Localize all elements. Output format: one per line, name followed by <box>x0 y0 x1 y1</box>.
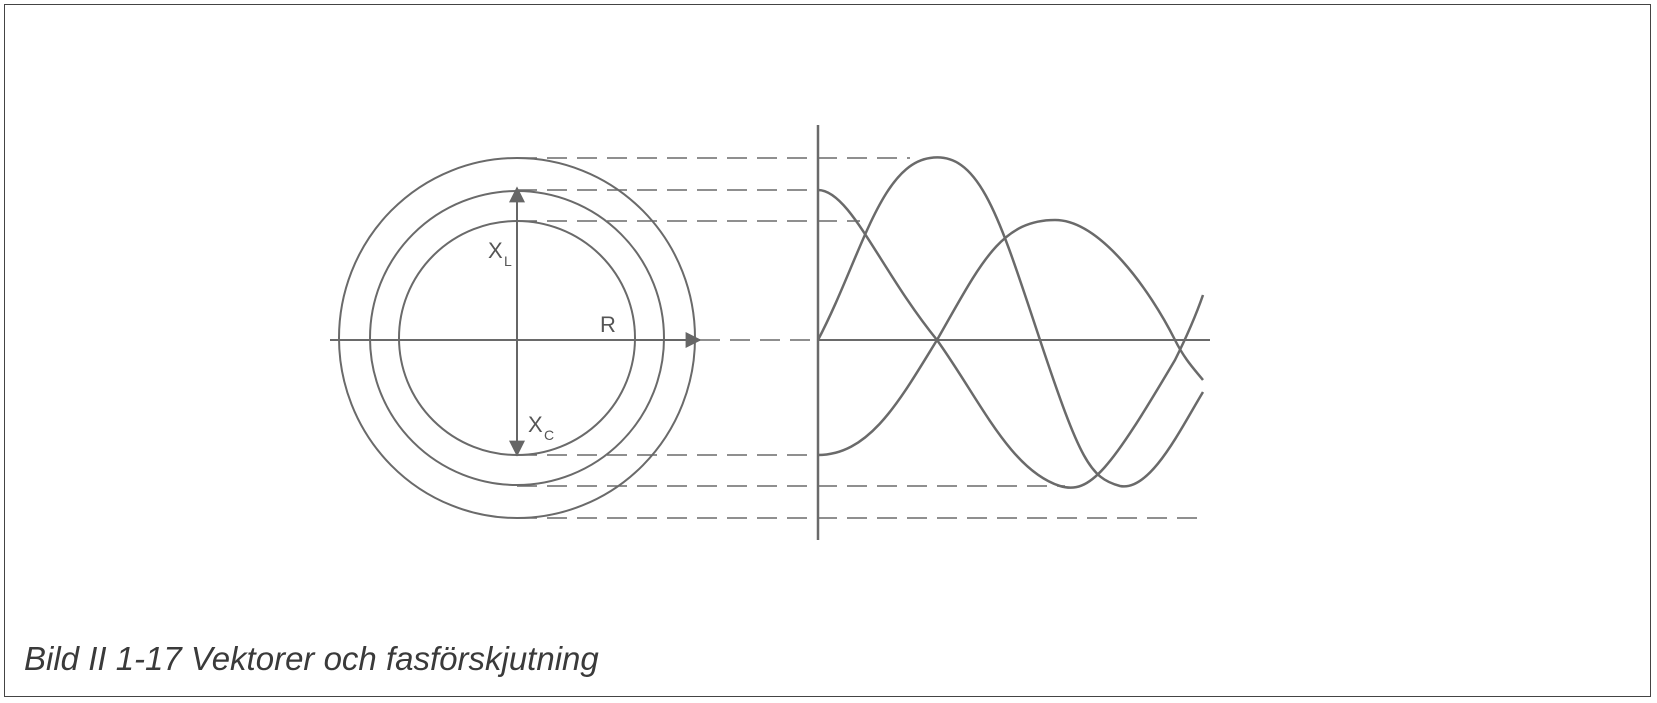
figure-caption: Bild II 1-17 Vektorer och fasförskjutnin… <box>24 640 599 677</box>
xc-label: X <box>528 412 543 437</box>
r-label: R <box>600 312 616 337</box>
wave-r-large <box>816 156 1205 488</box>
xl-label: X <box>488 238 503 263</box>
xl-subscript: L <box>504 253 512 269</box>
wave-middle <box>817 188 1205 489</box>
wave-small <box>817 218 1204 457</box>
figure-frame <box>4 4 1651 697</box>
xc-subscript: C <box>544 427 554 443</box>
